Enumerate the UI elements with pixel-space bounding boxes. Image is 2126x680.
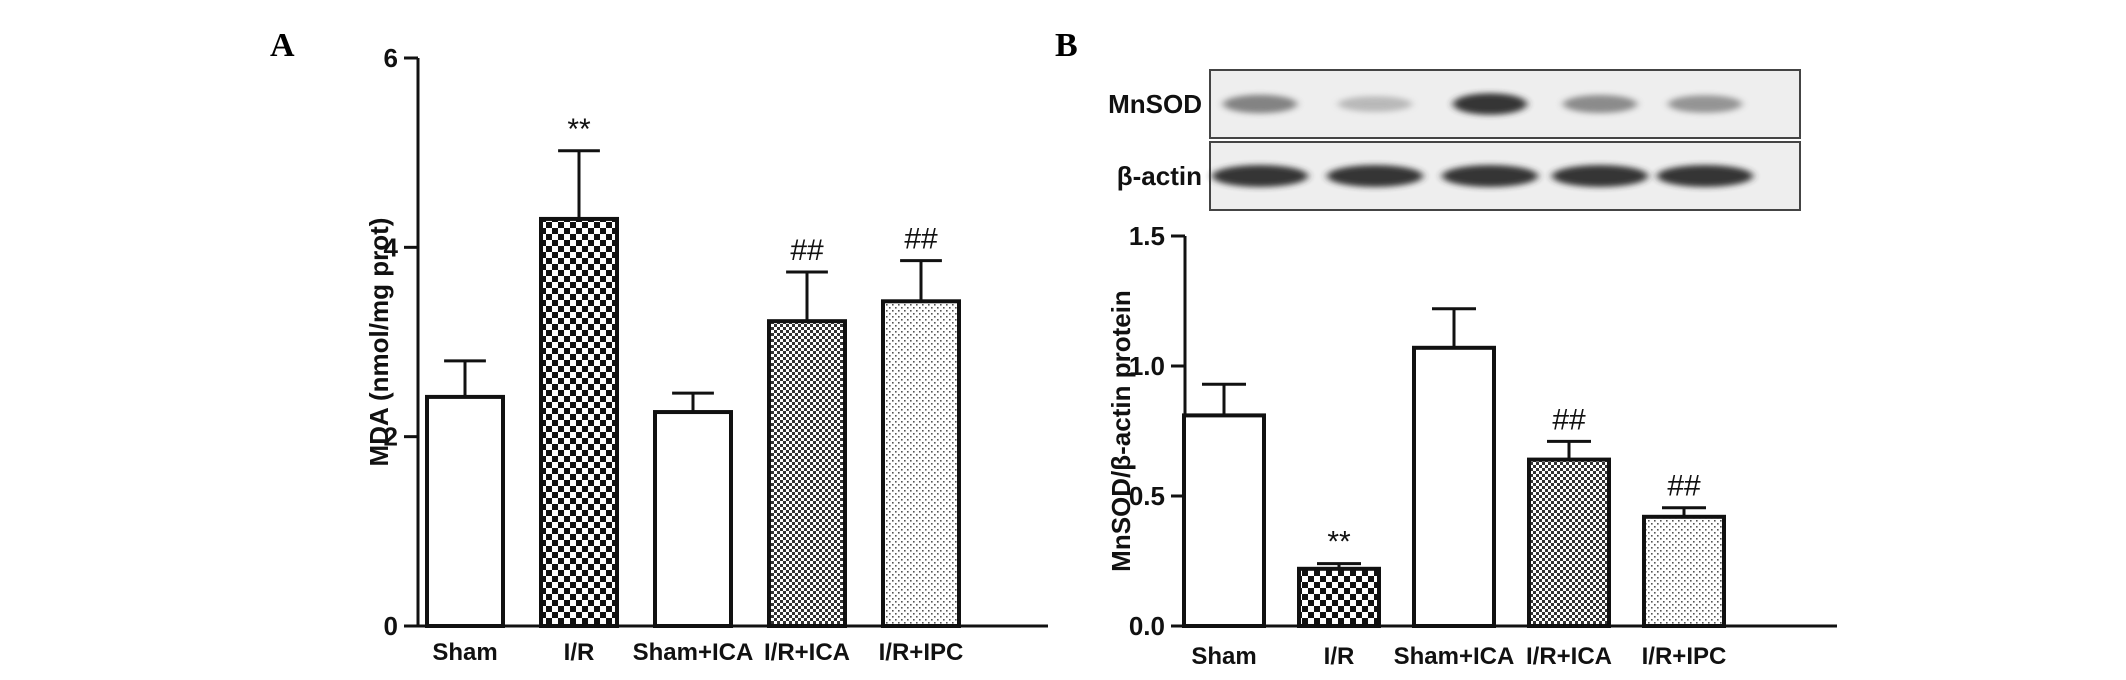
category-label: Sham — [1191, 643, 1256, 670]
panel-a-letter: A — [270, 27, 295, 64]
y-axis-title: MnSOD/β-actin protein — [1106, 290, 1136, 572]
blot-band — [1327, 165, 1423, 187]
y-tick-label: 0.0 — [1129, 611, 1165, 641]
blot-band — [1338, 96, 1412, 112]
category-label: I/R — [564, 639, 595, 666]
bar — [1412, 345, 1496, 628]
category-label: I/R — [1324, 643, 1355, 670]
bar — [653, 410, 733, 629]
panel-b-letter: B — [1055, 27, 1078, 64]
bar — [881, 299, 961, 628]
bar — [767, 319, 847, 628]
category-label: I/R+ICA — [1526, 643, 1612, 670]
bar — [425, 394, 505, 629]
blot-band — [1668, 95, 1742, 113]
significance-label: ** — [1327, 526, 1351, 559]
category-label: I/R+IPC — [1642, 643, 1727, 670]
blot-band — [1442, 165, 1538, 187]
y-tick-label: 0 — [384, 611, 398, 641]
y-axis-title: MDA (nmol/mg prot) — [364, 218, 394, 467]
category-label: Sham+ICA — [633, 639, 754, 666]
blot-band — [1223, 94, 1297, 114]
blot-row-label: MnSOD — [1108, 89, 1202, 119]
chart-a: 0 2 4 6 MDA (nmol/mg prot) Sham ** I/R Sham+ICA #… — [364, 43, 1048, 666]
category-label: I/R+ICA — [764, 639, 850, 666]
blot-band — [1657, 165, 1753, 187]
bar — [1642, 514, 1726, 628]
significance-label: ## — [1552, 403, 1586, 436]
significance-label: ## — [904, 223, 938, 256]
y-tick-label: 4 — [384, 232, 399, 262]
y-tick-label: 1.0 — [1129, 351, 1165, 381]
category-label: I/R+IPC — [879, 639, 964, 666]
y-tick-label: 6 — [384, 43, 398, 73]
bar — [1527, 457, 1611, 628]
significance-label: ## — [1667, 470, 1701, 503]
chart-b: 0.0 0.5 1.0 1.5 MnSOD/β-actin protein Sham ** I… — [1106, 221, 1837, 670]
blot-band — [1212, 165, 1308, 187]
significance-label: ## — [790, 234, 824, 267]
western-blot: MnSOD β-actin — [1108, 69, 1801, 211]
y-tick-label: 0.5 — [1129, 481, 1165, 511]
blot-band — [1453, 93, 1527, 115]
bar — [1182, 413, 1266, 628]
bar — [539, 216, 619, 629]
y-tick-label: 1.5 — [1129, 221, 1165, 251]
bar — [1297, 566, 1381, 628]
significance-label: ** — [567, 113, 591, 146]
blot-band — [1563, 95, 1637, 113]
category-label: Sham — [432, 639, 497, 666]
blot-band — [1552, 165, 1648, 187]
blot-row-label: β-actin — [1117, 161, 1202, 191]
y-tick-label: 2 — [384, 422, 398, 452]
category-label: Sham+ICA — [1394, 643, 1515, 670]
